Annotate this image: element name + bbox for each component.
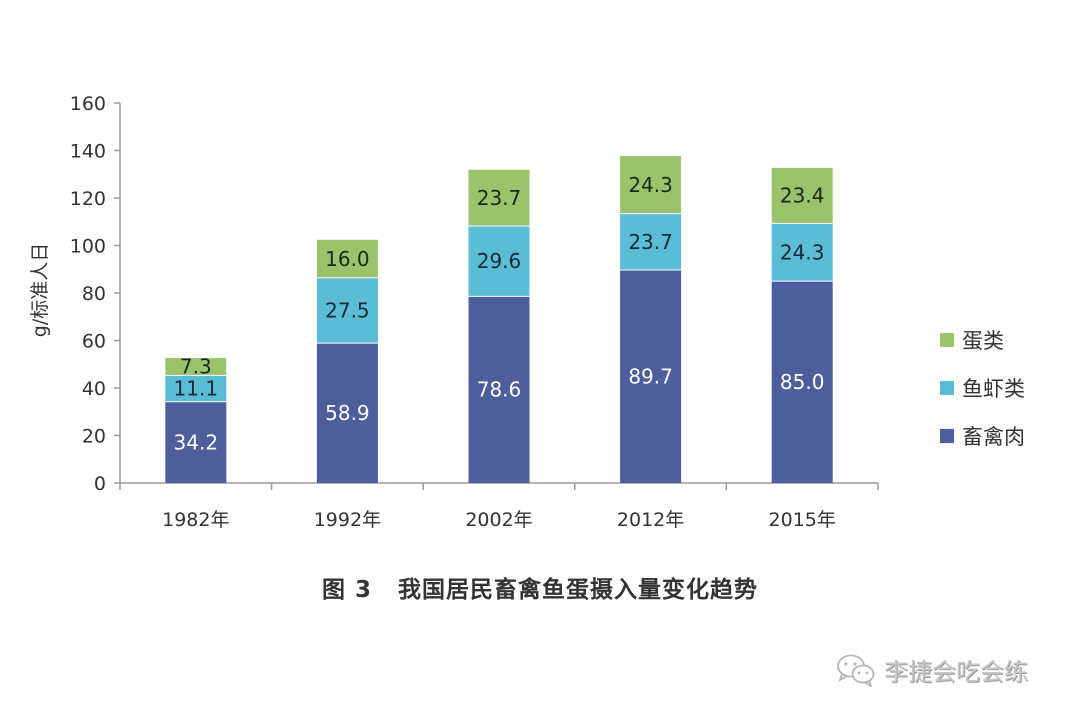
bar-segment (165, 358, 227, 376)
y-tick-label: 140 (70, 141, 106, 163)
figure-number: 图 3 (321, 577, 372, 603)
bar-value-label: 85.0 (780, 370, 825, 394)
caption-text: 我国居民畜禽鱼蛋摄入量变化趋势 (398, 577, 758, 603)
bar-segment (468, 169, 530, 227)
bar-value-label: 16.0 (325, 247, 370, 271)
x-category-label: 1992年 (314, 509, 381, 531)
legend-item-meat: 畜禽肉 (940, 412, 1080, 460)
stacked-bar-chart: 0 20 40 60 80 100 120 140 160 1982年 1992年 2002年 201… (29, 93, 879, 531)
legend-item-fish-shrimp: 鱼虾类 (940, 364, 1080, 412)
legend-swatch-fish-shrimp (940, 381, 954, 395)
bar-segment (771, 223, 833, 282)
bar-segment (620, 213, 682, 270)
legend-swatch-eggs (940, 333, 954, 347)
bar-segment (468, 296, 530, 483)
legend-label: 鱼虾类 (962, 377, 1025, 401)
bar-value-label: 23.7 (628, 230, 673, 254)
x-category-label: 2002年 (465, 509, 532, 531)
y-tick-label: 120 (70, 188, 106, 210)
bar-value-label: 58.9 (325, 401, 370, 425)
bar-stack: 34.2 11.17.3 (165, 355, 227, 483)
legend-label: 蛋类 (962, 329, 1004, 353)
y-tick-label: 80 (82, 283, 106, 305)
figure-caption: 图 3 我国居民畜禽鱼蛋摄入量变化趋势 (0, 570, 1080, 604)
x-axis: 1982年 1992年 2002年 2012年 2015年 (119, 482, 879, 531)
bar-segment (771, 281, 833, 483)
y-tick-label: 20 (82, 426, 106, 448)
y-tick-label: 160 (70, 93, 106, 115)
bar-segment (468, 226, 530, 297)
watermark-text: 李捷会吃会练 (884, 658, 1028, 686)
bar-value-label: 23.7 (477, 186, 522, 210)
bar-value-label: 24.3 (628, 173, 673, 197)
bar-value-label: 11.1 (174, 377, 219, 401)
legend-item-eggs: 蛋类 (940, 316, 1080, 364)
bar-value-label: 34.2 (174, 430, 219, 454)
bar-stack: 58.9 27.5 16.0 (316, 239, 378, 483)
bar-value-label: 29.6 (477, 249, 522, 273)
watermark: 李捷会吃会练 (836, 652, 1028, 687)
x-category-label: 1982年 (162, 509, 229, 531)
y-axis-label: g/标准人日 (29, 243, 51, 337)
bar-stack: 85.0 24.3 23.4 (771, 167, 833, 483)
bar-segment (165, 375, 227, 402)
bar-value-label: 89.7 (628, 364, 673, 388)
y-tick-label: 100 (70, 236, 106, 258)
bar-stack: 78.6 29.6 23.7 (468, 169, 530, 483)
x-category-label: 2015年 (769, 509, 836, 531)
wechat-icon (837, 654, 875, 687)
y-tick-label: 0 (94, 473, 106, 495)
y-tick-label: 40 (82, 378, 106, 400)
bar-stack: 89.7 23.7 24.3 (620, 155, 682, 483)
bar-value-label: 24.3 (780, 240, 825, 264)
bar-segment (165, 401, 227, 483)
bar-value-label: 7.3 (180, 355, 212, 379)
bars: 34.2 11.17.3 58.9 27.5 16.0 78.6 29.6 23.7 89.7 2… (165, 155, 833, 483)
bar-segment (771, 167, 833, 224)
bar-value-label: 78.6 (477, 378, 522, 402)
bar-segment (316, 239, 378, 278)
x-category-label: 2012年 (617, 509, 684, 531)
bar-value-label: 23.4 (780, 184, 825, 208)
legend: 蛋类 鱼虾类 畜禽肉 (940, 316, 1080, 460)
bar-segment (620, 155, 682, 214)
bar-segment (316, 277, 378, 344)
bar-value-label: 27.5 (325, 298, 370, 322)
bar-segment (620, 269, 682, 483)
legend-label: 畜禽肉 (962, 425, 1025, 449)
y-tick-label: 60 (82, 331, 106, 353)
bar-segment (316, 343, 378, 483)
y-axis: 0 20 40 60 80 100 120 140 160 (70, 93, 121, 495)
legend-swatch-meat (940, 429, 954, 443)
